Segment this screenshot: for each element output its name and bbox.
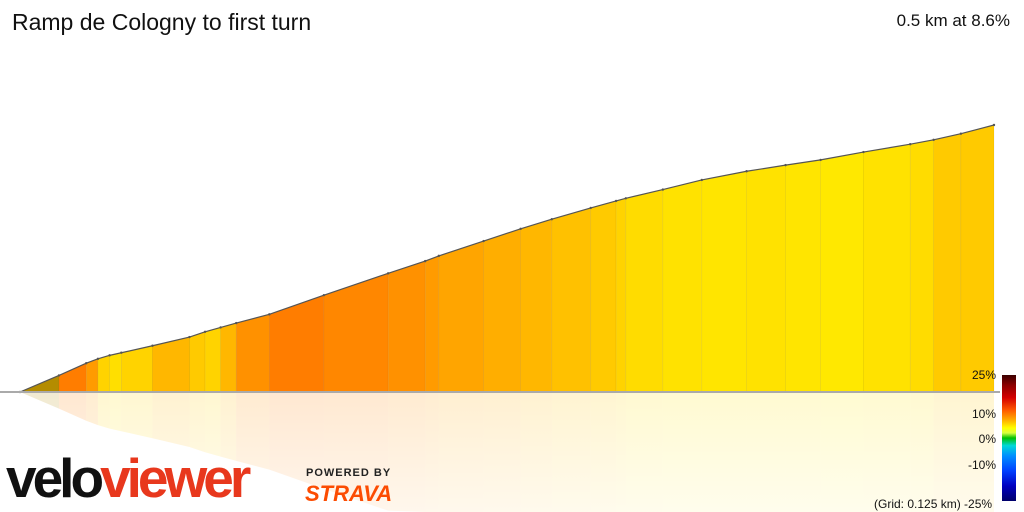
scale-label-10: 10% <box>971 407 996 421</box>
scale-label-min: -25% <box>964 497 993 511</box>
profile-segment <box>58 362 87 393</box>
profile-segment <box>235 313 270 393</box>
profile-point <box>219 326 222 329</box>
profile-point <box>120 351 123 354</box>
gradient-color-scale <box>1002 375 1016 501</box>
grid-note-text: (Grid: 0.125 km) <box>874 497 961 511</box>
profile-point <box>482 239 485 243</box>
scale-label-max: 25% <box>971 368 996 382</box>
profile-segment <box>960 124 995 393</box>
segment-title: Ramp de Cologny to first turn <box>12 9 312 35</box>
profile-point <box>745 170 748 173</box>
profile-point <box>624 197 628 200</box>
profile-point <box>108 354 111 357</box>
profile-segment <box>97 354 110 393</box>
profile-point <box>437 254 441 258</box>
profile-segment <box>625 189 664 393</box>
profile-point <box>386 272 390 275</box>
profile-segment <box>785 159 821 393</box>
profile-point <box>959 132 963 135</box>
profile-segment <box>424 255 440 393</box>
profile-point <box>661 188 665 191</box>
profile-segment <box>615 197 627 393</box>
profile-point <box>268 313 271 316</box>
profile-segment <box>438 240 484 393</box>
logo-viewer: viewer <box>100 447 251 509</box>
profile-segment <box>933 133 962 393</box>
profile-segment <box>662 179 703 393</box>
profile-segment <box>746 164 786 393</box>
profile-point <box>151 344 154 347</box>
profile-segment <box>85 358 99 393</box>
profile-segment <box>220 322 237 393</box>
profile-segment <box>909 139 934 393</box>
profile-segment <box>204 327 221 393</box>
profile-segment <box>269 294 325 393</box>
profile-point <box>519 227 522 231</box>
profile-segment <box>120 345 153 393</box>
profile-point <box>550 218 554 221</box>
profile-point <box>614 199 618 203</box>
powered-by-label: POWERED BY <box>306 467 392 479</box>
profile-outline <box>19 124 995 393</box>
scale-label-minus10: -10% <box>967 458 996 472</box>
profile-segment <box>483 228 521 393</box>
profile-segment <box>820 151 864 393</box>
profile-point <box>203 330 207 333</box>
profile-point <box>322 293 326 297</box>
profile-point <box>700 178 703 182</box>
grid-note: (Grid: 0.125 km) -25% <box>874 497 992 511</box>
profile-segment <box>551 207 592 393</box>
profile-point <box>862 150 865 154</box>
profile-point <box>784 163 787 167</box>
profile-point <box>423 259 427 263</box>
strava-logo[interactable]: STRAVA <box>305 481 393 506</box>
profile-segment <box>520 218 553 393</box>
scale-label-0: 0% <box>978 432 996 446</box>
profile-segment <box>701 170 747 393</box>
profile-point <box>235 321 238 325</box>
profile-segment <box>387 260 426 393</box>
profile-point <box>96 357 100 361</box>
profile-point <box>992 123 996 127</box>
veloviewer-logo[interactable]: veloviewer <box>6 447 251 509</box>
profile-point <box>932 138 935 142</box>
profile-segment <box>590 200 617 393</box>
profile-point <box>819 158 822 162</box>
profile-segment <box>323 272 389 393</box>
profile-point <box>188 335 191 339</box>
profile-point <box>909 142 912 146</box>
segment-summary: 0.5 km at 8.6% <box>896 11 1010 30</box>
logo-velo: velo <box>6 447 104 509</box>
profile-segment <box>152 336 190 393</box>
profile-segment <box>863 143 911 393</box>
profile-point <box>85 362 88 365</box>
reflection-fade <box>0 392 1024 512</box>
profile-point <box>589 206 592 210</box>
profile-segment <box>189 331 206 393</box>
profile-segment <box>109 352 122 393</box>
profile-point <box>57 374 61 377</box>
